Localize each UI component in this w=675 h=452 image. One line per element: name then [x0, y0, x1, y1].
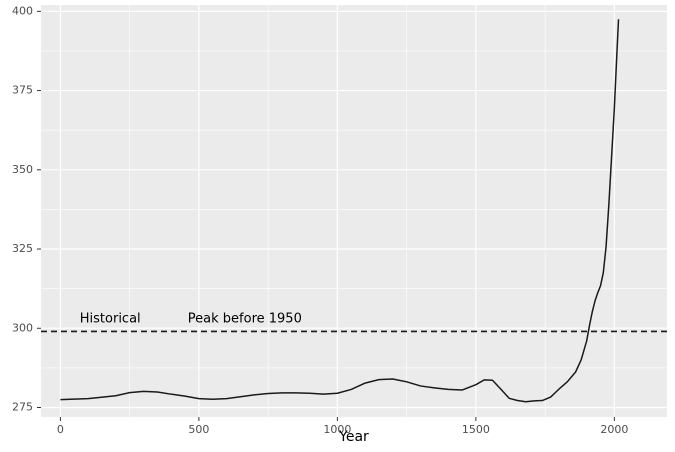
- y-tick-label: 325: [12, 242, 33, 255]
- y-tick-label: 300: [12, 321, 33, 334]
- x-tick-label: 2000: [600, 423, 628, 436]
- annotation-historical: Historical: [80, 311, 141, 326]
- y-tick-label: 350: [12, 163, 33, 176]
- x-tick-label: 1500: [462, 423, 490, 436]
- x-tick-label: 0: [57, 423, 64, 436]
- y-axis: 275 300 325 350 375 400: [12, 4, 41, 413]
- y-tick-label: 375: [12, 84, 33, 97]
- grid-lines: [41, 5, 667, 417]
- series-line: [60, 19, 620, 403]
- x-axis: 0 500 1000 1500 2000: [57, 417, 628, 436]
- x-tick-label: 500: [188, 423, 209, 436]
- panel-background: [41, 5, 667, 417]
- x-tick-label: 1000: [323, 423, 351, 436]
- annotation-peak-before-1950: Peak before 1950: [188, 311, 302, 326]
- annotations: Historical Peak before 1950: [80, 311, 302, 326]
- y-tick-label: 400: [12, 4, 33, 17]
- x-axis-title: Year: [338, 429, 369, 445]
- y-tick-label: 275: [12, 400, 33, 413]
